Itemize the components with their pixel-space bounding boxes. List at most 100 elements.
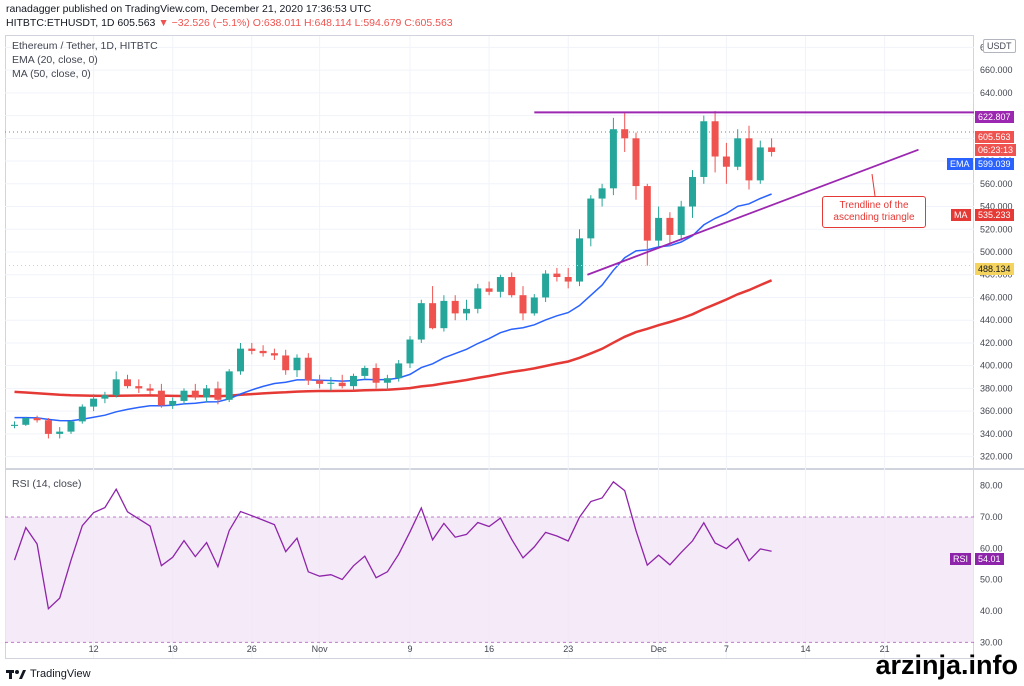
- candle-body: [372, 367, 380, 383]
- candle-body: [112, 379, 120, 396]
- rsi-tick-label: 70.00: [980, 512, 1003, 522]
- trendline-annotation: Trendline of the ascending triangle: [822, 196, 926, 228]
- ascending-trendline: [587, 148, 919, 276]
- time-tick-label: 26: [247, 644, 257, 654]
- resistance-tag: 622.807: [975, 111, 1014, 123]
- candle-body: [621, 129, 629, 139]
- candle-body: [474, 288, 482, 309]
- watermark: arzinja.info: [875, 650, 1018, 680]
- rsi-tick-label: 40.00: [980, 606, 1003, 616]
- candle-body: [609, 129, 617, 189]
- price-tick-label: 500.000: [980, 247, 1013, 257]
- candle-body: [225, 371, 233, 400]
- ohlc-values: O:638.011 H:648.114 L:594.679 C:605.563: [252, 17, 453, 29]
- candle-body: [643, 186, 651, 241]
- annotation-line-1: Trendline of the: [839, 200, 909, 211]
- rsi-label-tag: RSI: [950, 553, 972, 565]
- candle-body: [530, 297, 538, 314]
- candle-body: [33, 417, 41, 421]
- candle-body: [496, 277, 504, 292]
- time-tick-label: 19: [168, 644, 178, 654]
- price-tick-label: 560.000: [980, 179, 1013, 189]
- ma50-line: [14, 279, 773, 398]
- rsi-legend: RSI (14, close): [12, 478, 82, 490]
- time-tick-label: 7: [724, 644, 729, 654]
- price-tick-label: 520.000: [980, 224, 1013, 234]
- candle-body: [485, 288, 493, 292]
- candle-body: [157, 390, 165, 406]
- symbol-summary: HITBTC:ETHUSDT, 1D 605.563 ▼ −32.526 (−5…: [6, 17, 453, 29]
- candle-body: [203, 388, 211, 398]
- change-arrow-icon: ▼: [158, 17, 169, 29]
- price-tick-label: 320.000: [980, 452, 1013, 462]
- candle-body: [270, 353, 278, 356]
- rsi-value-tag: 54.01: [975, 553, 1004, 565]
- rsi-line: [13, 480, 772, 610]
- price-tick-label: 460.000: [980, 292, 1013, 302]
- time-tick-label: 21: [880, 644, 890, 654]
- candle-body: [338, 382, 346, 387]
- candle-body: [689, 176, 696, 207]
- candle-body: [440, 300, 448, 329]
- time-tick-label: 14: [800, 644, 810, 654]
- candle-body: [542, 273, 550, 298]
- currency-selector[interactable]: USDT: [983, 39, 1016, 53]
- last-price-tag: 605.563: [975, 131, 1014, 143]
- candle-body: [711, 121, 719, 157]
- price-tick-label: 540.000: [980, 202, 1013, 212]
- brand-name: TradingView: [30, 668, 91, 680]
- candle-body: [734, 138, 742, 167]
- candle-body: [101, 395, 109, 399]
- price-tick-label: 380.000: [980, 383, 1013, 393]
- time-tick-label: 23: [563, 644, 573, 654]
- candle-body: [304, 357, 312, 381]
- candle-body: [237, 348, 244, 372]
- rsi-tick-label: 50.00: [980, 575, 1003, 585]
- candle-body: [564, 277, 572, 282]
- candle-body: [22, 417, 30, 425]
- ema-legend: EMA (20, close, 0): [12, 54, 98, 66]
- ma-legend: MA (50, close, 0): [12, 68, 91, 80]
- candle-body: [756, 147, 764, 181]
- candle-body: [655, 217, 663, 241]
- tradingview-brand[interactable]: TradingView: [6, 668, 91, 680]
- candle-body: [282, 355, 290, 371]
- ema20-line: [14, 193, 772, 422]
- candle-body: [722, 156, 730, 167]
- candle-body: [745, 138, 753, 181]
- panel-divider[interactable]: [5, 468, 1024, 470]
- candle-body: [259, 350, 267, 354]
- ema-value-tag: 599.039: [975, 158, 1014, 170]
- candle-body: [576, 238, 583, 282]
- price-tick-label: 360.000: [980, 406, 1013, 416]
- candle-body: [67, 421, 75, 432]
- candle-body: [90, 398, 98, 407]
- candle-body: [632, 138, 640, 187]
- price-tick-label: 340.000: [980, 429, 1013, 439]
- candle-body: [598, 188, 606, 199]
- candle-body: [327, 382, 335, 384]
- rsi-tick-label: 30.00: [980, 637, 1003, 647]
- annotation-arrow: [871, 173, 876, 197]
- candle-body: [361, 367, 369, 376]
- candle-body: [700, 121, 708, 177]
- candle-body: [677, 206, 685, 235]
- candle-body: [508, 277, 516, 296]
- candle-body: [124, 379, 131, 387]
- candle-body: [146, 388, 154, 391]
- ema-label-tag: EMA: [947, 158, 973, 170]
- candle-body: [666, 217, 674, 235]
- time-tick-label: Nov: [312, 644, 329, 654]
- candle-body: [11, 424, 18, 426]
- candle-body: [44, 420, 52, 434]
- candle-body: [768, 147, 776, 152]
- symbol-legend: Ethereum / Tether, 1D, HITBTC: [12, 40, 158, 52]
- time-tick-label: 12: [89, 644, 99, 654]
- candle-body: [451, 300, 459, 314]
- candle-body: [587, 198, 595, 239]
- rsi-tick-label: 60.00: [980, 543, 1003, 553]
- header: ranadagger published on TradingView.com,…: [0, 0, 1024, 33]
- candle-body: [191, 390, 199, 398]
- annotation-line-2: ascending triangle: [833, 212, 915, 223]
